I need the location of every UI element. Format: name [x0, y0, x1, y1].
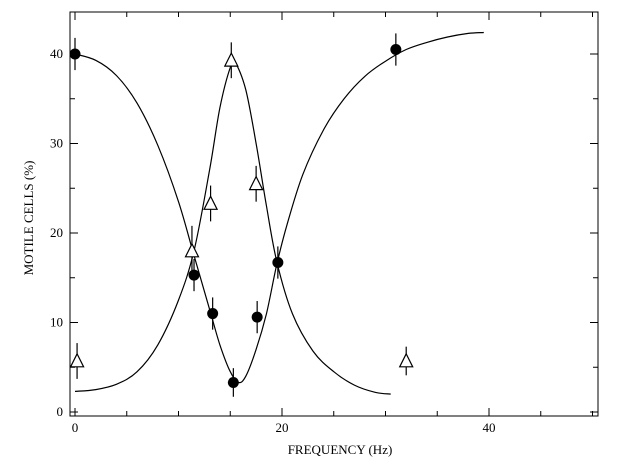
circle-marker	[390, 44, 402, 56]
circle-marker	[188, 269, 200, 281]
triangle-marker	[248, 175, 264, 191]
circle-marker	[207, 308, 219, 320]
y-axis-label: MOTILE CELLS (%)	[21, 161, 36, 276]
circle-marker	[272, 257, 284, 269]
circle-marker	[69, 48, 81, 60]
error-bars	[74, 33, 407, 397]
x-tick-label: 20	[276, 420, 289, 435]
y-tick-label: 30	[50, 136, 63, 151]
data-markers	[69, 44, 414, 388]
triangle-marker	[184, 242, 200, 258]
tick-labels: 0 20 40 0 10 20 30 40	[50, 46, 496, 435]
circle-marker	[227, 376, 239, 388]
x-axis-label: FREQUENCY (Hz)	[288, 442, 393, 457]
fit-curve-line	[74, 60, 391, 395]
y-tick-label: 40	[50, 46, 63, 61]
circle-marker	[251, 311, 263, 323]
axis-ticks	[70, 12, 598, 416]
y-tick-label: 20	[50, 225, 63, 240]
x-tick-label: 40	[483, 420, 496, 435]
y-tick-label: 0	[57, 404, 64, 419]
x-tick-label: 0	[72, 420, 79, 435]
triangle-marker	[69, 352, 85, 368]
triangle-marker	[398, 352, 414, 368]
plot-frame	[69, 11, 599, 417]
fit-curves	[74, 31, 484, 395]
y-tick-label: 10	[50, 315, 63, 330]
fit-curve-line	[74, 31, 484, 384]
triangle-marker	[223, 51, 239, 67]
triangle-marker	[203, 194, 219, 210]
